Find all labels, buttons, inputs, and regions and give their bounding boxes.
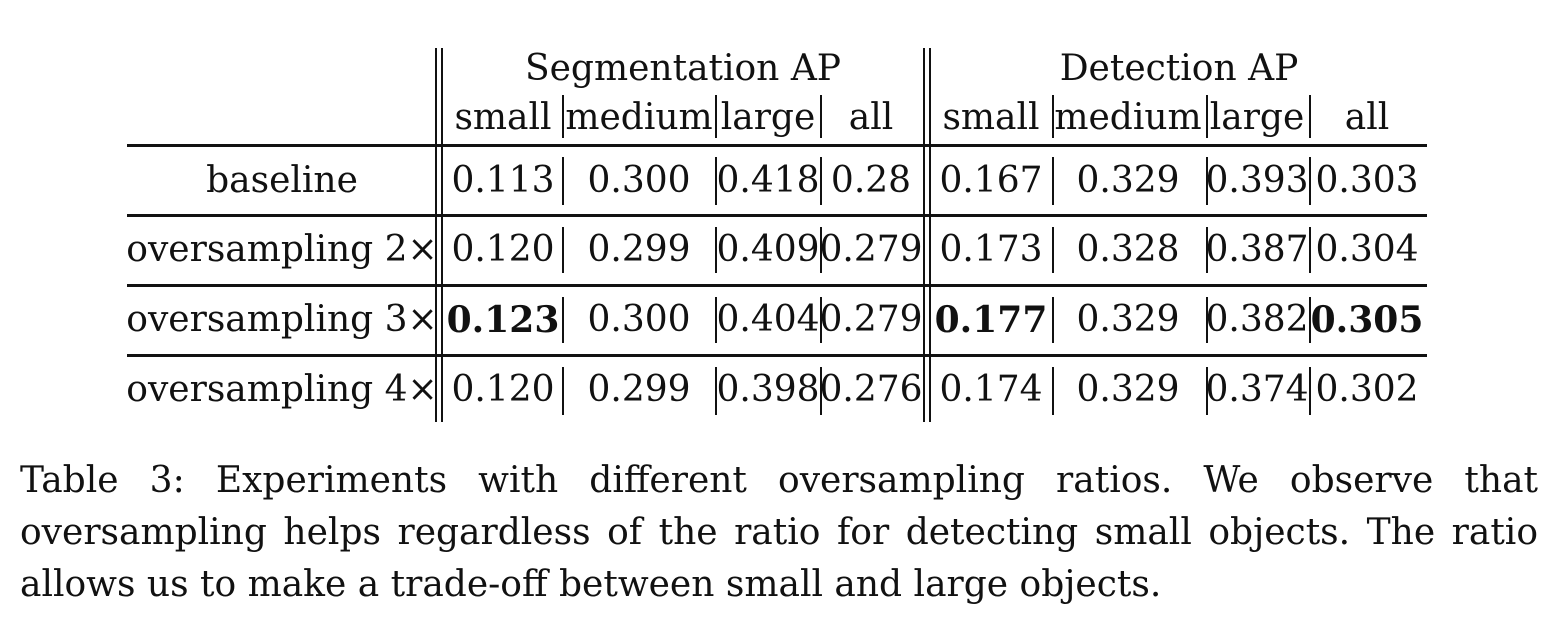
column-rule (715, 297, 717, 343)
row-rule (127, 214, 1427, 217)
table-cell: 0.173 (939, 229, 1043, 270)
table-caption: Table 3: Experiments with different over… (20, 460, 1538, 605)
double-rule (923, 48, 925, 422)
table-cell: 0.305 (1310, 299, 1424, 341)
column-rule (1206, 297, 1208, 343)
table-cell: 0.302 (1315, 369, 1419, 410)
column-header: small (942, 97, 1040, 138)
group-header: Segmentation AP (524, 48, 842, 89)
table-cell: 0.113 (451, 160, 555, 201)
column-rule (715, 367, 717, 415)
table-cell: 0.174 (939, 369, 1043, 410)
table-cell: 0.28 (830, 160, 912, 201)
column-rule (1206, 157, 1208, 205)
table-cell: 0.409 (716, 229, 820, 270)
column-rule (1309, 297, 1311, 343)
column-rule (1052, 367, 1054, 415)
table-cell: 0.120 (451, 229, 555, 270)
column-rule (562, 157, 564, 205)
table-cell: 0.167 (939, 160, 1043, 201)
results-table: Segmentation AP Detection AP small medium la… (126, 48, 1427, 422)
table-cell: 0.387 (1205, 229, 1309, 270)
table-cell: 0.120 (451, 369, 555, 410)
column-header: all (1344, 97, 1390, 138)
table-cell: 0.300 (587, 160, 691, 201)
row-rule (127, 284, 1427, 287)
double-rule (929, 48, 931, 422)
table-cell: 0.177 (934, 299, 1048, 341)
column-rule (562, 227, 564, 273)
column-rule (820, 297, 822, 343)
table-cell: 0.123 (446, 299, 560, 341)
table-cell: 0.329 (1076, 160, 1180, 201)
table-cell: 0.299 (587, 229, 691, 270)
row-rule (127, 354, 1427, 357)
column-rule (1052, 227, 1054, 273)
table-cell: 0.418 (716, 160, 820, 201)
table-cell: 0.300 (587, 299, 691, 340)
row-label: oversampling 3× (126, 299, 438, 340)
column-rule (1052, 297, 1054, 343)
column-rule (1052, 95, 1054, 138)
column-rule (562, 297, 564, 343)
table-cell: 0.299 (587, 369, 691, 410)
column-rule (820, 227, 822, 273)
column-rule (1206, 95, 1208, 138)
column-rule (1309, 95, 1311, 138)
table-cell: 0.276 (819, 369, 923, 410)
column-rule (1309, 157, 1311, 205)
table-cell: 0.374 (1205, 369, 1309, 410)
column-header: medium (565, 97, 713, 138)
row-label: oversampling 4× (126, 369, 438, 410)
group-header: Detection AP (1059, 48, 1299, 89)
column-rule (1309, 367, 1311, 415)
table-cell: 0.329 (1076, 299, 1180, 340)
header-rule (127, 144, 1427, 147)
column-rule (1052, 157, 1054, 205)
table-cell: 0.279 (819, 299, 923, 340)
table-cell: 0.404 (716, 299, 820, 340)
table-cell: 0.329 (1076, 369, 1180, 410)
column-rule (562, 367, 564, 415)
table-cell: 0.393 (1205, 160, 1309, 201)
row-label: baseline (206, 160, 358, 201)
column-header: medium (1054, 97, 1202, 138)
column-rule (1206, 367, 1208, 415)
double-rule (435, 48, 437, 422)
column-rule (820, 367, 822, 415)
table-cell: 0.398 (716, 369, 820, 410)
column-rule (715, 95, 717, 138)
table-cell: 0.304 (1315, 229, 1419, 270)
column-rule (715, 157, 717, 205)
table-cell: 0.303 (1315, 160, 1419, 201)
column-header: all (848, 97, 894, 138)
column-rule (715, 227, 717, 273)
table-cell: 0.328 (1076, 229, 1180, 270)
column-rule (1309, 227, 1311, 273)
column-header: large (1209, 97, 1305, 138)
row-label: oversampling 2× (126, 229, 438, 270)
column-rule (820, 157, 822, 205)
column-rule (1206, 227, 1208, 273)
table-cell: 0.279 (819, 229, 923, 270)
table-cell: 0.382 (1205, 299, 1309, 340)
column-header: large (720, 97, 816, 138)
double-rule (441, 48, 443, 422)
column-rule (562, 95, 564, 138)
column-rule (820, 95, 822, 138)
column-header: small (454, 97, 552, 138)
